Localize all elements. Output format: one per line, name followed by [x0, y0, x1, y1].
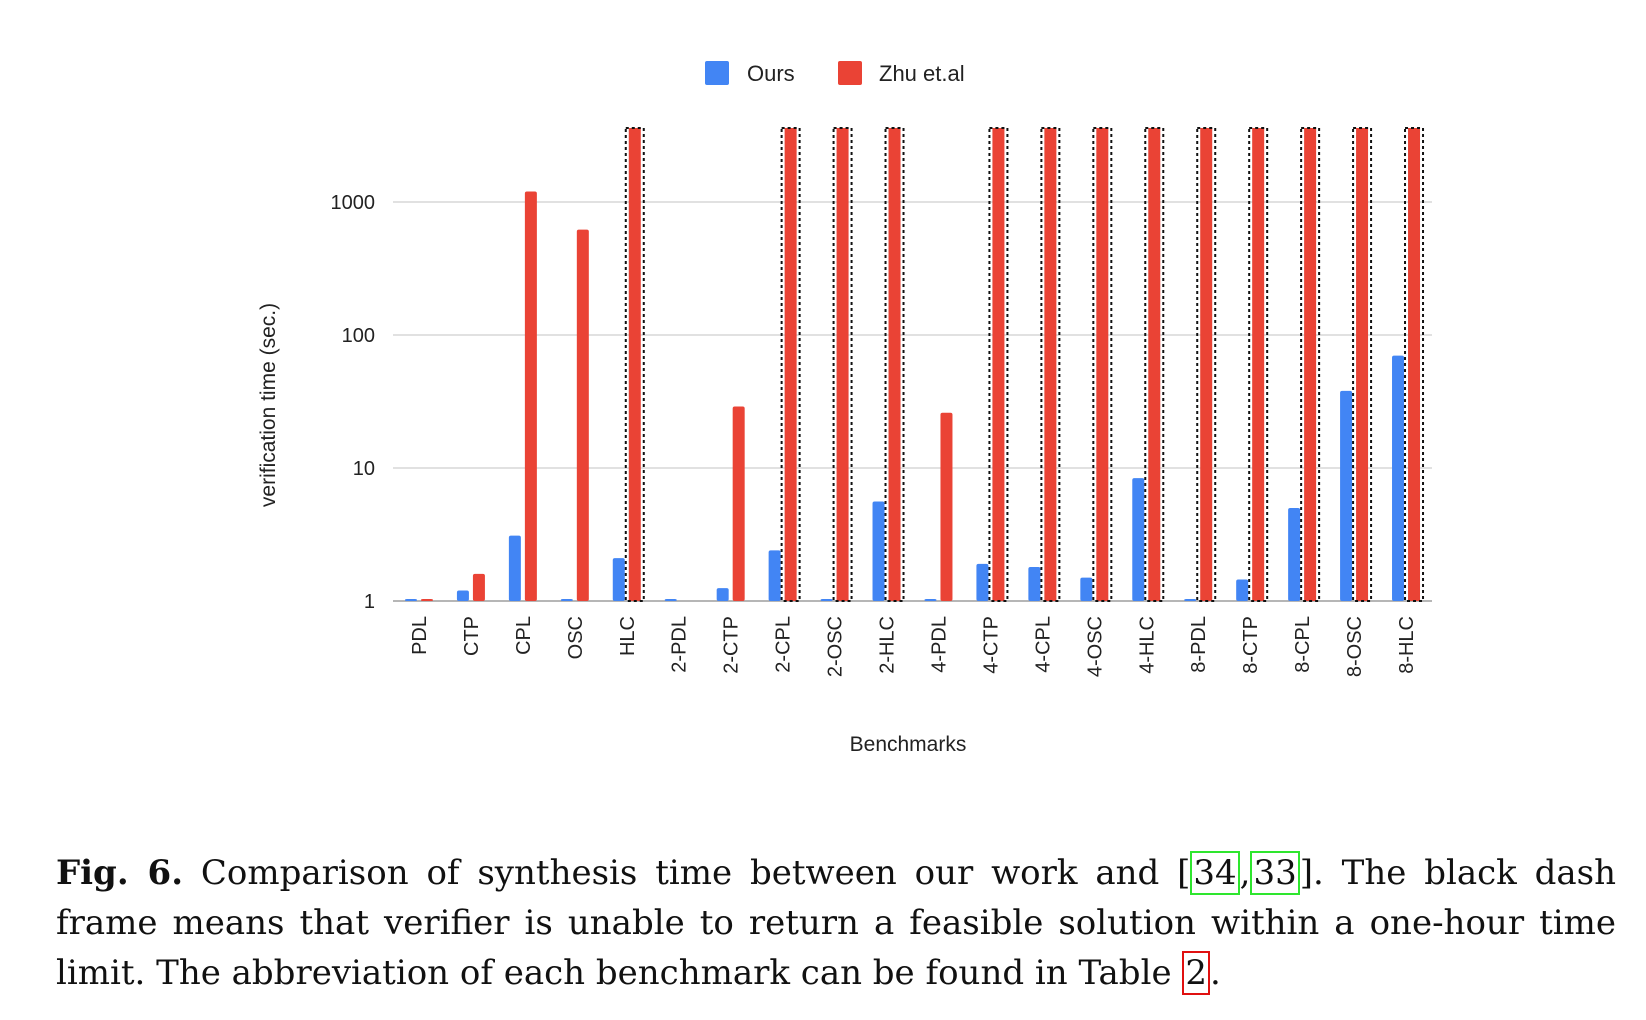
timeout-frame [884, 127, 905, 602]
bar-zhu [472, 573, 485, 601]
bar-ours [1080, 577, 1093, 601]
citation-link[interactable]: 33 [1250, 851, 1300, 895]
y-tick-label: 1000 [331, 192, 376, 214]
timeout-frame [1248, 127, 1269, 602]
y-axis-ticks: 1 10 100 1000 [331, 192, 376, 613]
bar-zhu-timeout [992, 128, 1005, 601]
bar-ours [1236, 579, 1249, 601]
bar-ours [716, 588, 729, 601]
x-axis-ticks: PDL CTP CPL OSC HLC 2-PDL 2-CTP 2-CPL 2-OSC 2-HLC… [409, 616, 1418, 677]
timeout-frame [1300, 127, 1321, 602]
bar-zhu [524, 191, 537, 602]
bar-ours [560, 599, 573, 601]
x-tick-label: 2-OSC [825, 616, 847, 677]
bar-zhu [576, 229, 589, 601]
bar-ours [1184, 599, 1197, 601]
bar-ours [508, 535, 521, 601]
bar-zhu-timeout [1044, 128, 1057, 601]
x-tick-label: 8-CTP [1240, 616, 1262, 674]
x-tick-label: 8-CPL [1292, 616, 1314, 673]
timeout-frame [1040, 127, 1061, 602]
timeout-frame [624, 127, 645, 602]
legend-label-ours: Ours [747, 61, 795, 86]
chart: Ours Zhu et.al 1 10 100 1000 PDL CTP CPL OSC HL… [257, 61, 1432, 756]
x-tick-label: 8-HLC [1396, 616, 1418, 674]
caption-text-2: ]. The black dash frame means that verif… [56, 853, 1616, 993]
bar-ours [768, 550, 781, 601]
figure-caption: Fig. 6. Comparison of synthesis time bet… [56, 848, 1616, 998]
x-axis-title: Benchmarks [850, 733, 967, 756]
bar-zhu-timeout [628, 128, 641, 601]
bar-zhu-timeout [1408, 128, 1421, 601]
bar-zhu [420, 599, 433, 601]
bar-zhu [732, 406, 745, 601]
x-tick-label: 4-PDL [928, 616, 950, 673]
x-tick-label: OSC [565, 616, 587, 659]
x-tick-label: 8-OSC [1344, 616, 1366, 677]
bar-zhu-timeout [1200, 128, 1213, 601]
legend: Ours Zhu et.al [705, 61, 965, 86]
legend-swatch-ours [705, 61, 729, 85]
bar-ours [404, 599, 417, 601]
timeout-frame [780, 127, 801, 602]
timeout-frame [1404, 127, 1425, 602]
y-tick-label: 100 [342, 325, 375, 347]
bar-ours [664, 599, 677, 601]
x-tick-label: 4-HLC [1136, 616, 1158, 674]
y-tick-label: 10 [353, 458, 375, 480]
bar-ours [1132, 478, 1145, 601]
x-tick-label: 4-CPL [1032, 616, 1054, 673]
caption-text-3: . [1210, 953, 1221, 993]
x-tick-label: 8-PDL [1188, 616, 1210, 673]
bar-zhu-timeout [888, 128, 901, 601]
bar-ours [872, 501, 885, 601]
bars [404, 127, 1425, 602]
gridlines [393, 201, 1432, 602]
timeout-frame [832, 127, 853, 602]
bar-zhu-timeout [1148, 128, 1161, 601]
x-tick-label: 2-CPL [773, 616, 795, 673]
bar-zhu-timeout [784, 128, 797, 601]
bar-ours [924, 599, 937, 601]
caption-text-1: Comparison of synthesis time between our… [183, 853, 1191, 893]
bar-ours [612, 558, 625, 601]
timeout-frame [1352, 127, 1373, 602]
citation-separator: , [1239, 853, 1251, 893]
y-tick-label: 1 [364, 591, 375, 613]
bar-ours [820, 599, 833, 601]
bar-ours [1392, 355, 1405, 601]
x-tick-label: PDL [409, 616, 431, 655]
x-tick-label: CPL [513, 616, 535, 655]
bar-zhu-timeout [1096, 128, 1109, 601]
bar-zhu-timeout [1304, 128, 1317, 601]
table-reference-link[interactable]: 2 [1182, 951, 1211, 995]
legend-swatch-zhu [838, 61, 862, 85]
x-tick-label: 4-OSC [1084, 616, 1106, 677]
bar-zhu-timeout [836, 128, 849, 601]
y-axis-title: verification time (sec.) [257, 303, 280, 507]
bar-zhu [940, 412, 953, 601]
x-tick-label: HLC [617, 616, 639, 656]
x-tick-label: 4-CTP [980, 616, 1002, 674]
bar-zhu-timeout [1252, 128, 1265, 601]
x-tick-label: 2-PDL [669, 616, 691, 673]
bar-ours [456, 590, 469, 601]
bar-zhu-timeout [1356, 128, 1369, 601]
timeout-frame [1144, 127, 1165, 602]
x-tick-label: CTP [461, 616, 483, 656]
bar-ours [1288, 508, 1301, 601]
citation-link[interactable]: 34 [1190, 851, 1240, 895]
x-tick-label: 2-HLC [877, 616, 899, 674]
bar-ours [976, 563, 989, 601]
bar-ours [1340, 390, 1353, 601]
caption-label: Fig. 6. [56, 853, 184, 893]
legend-label-zhu: Zhu et.al [879, 61, 965, 86]
timeout-frame [1092, 127, 1113, 602]
x-tick-label: 2-CTP [721, 616, 743, 674]
timeout-frame [1196, 127, 1217, 602]
bar-ours [1028, 567, 1041, 601]
timeout-frame [988, 127, 1009, 602]
